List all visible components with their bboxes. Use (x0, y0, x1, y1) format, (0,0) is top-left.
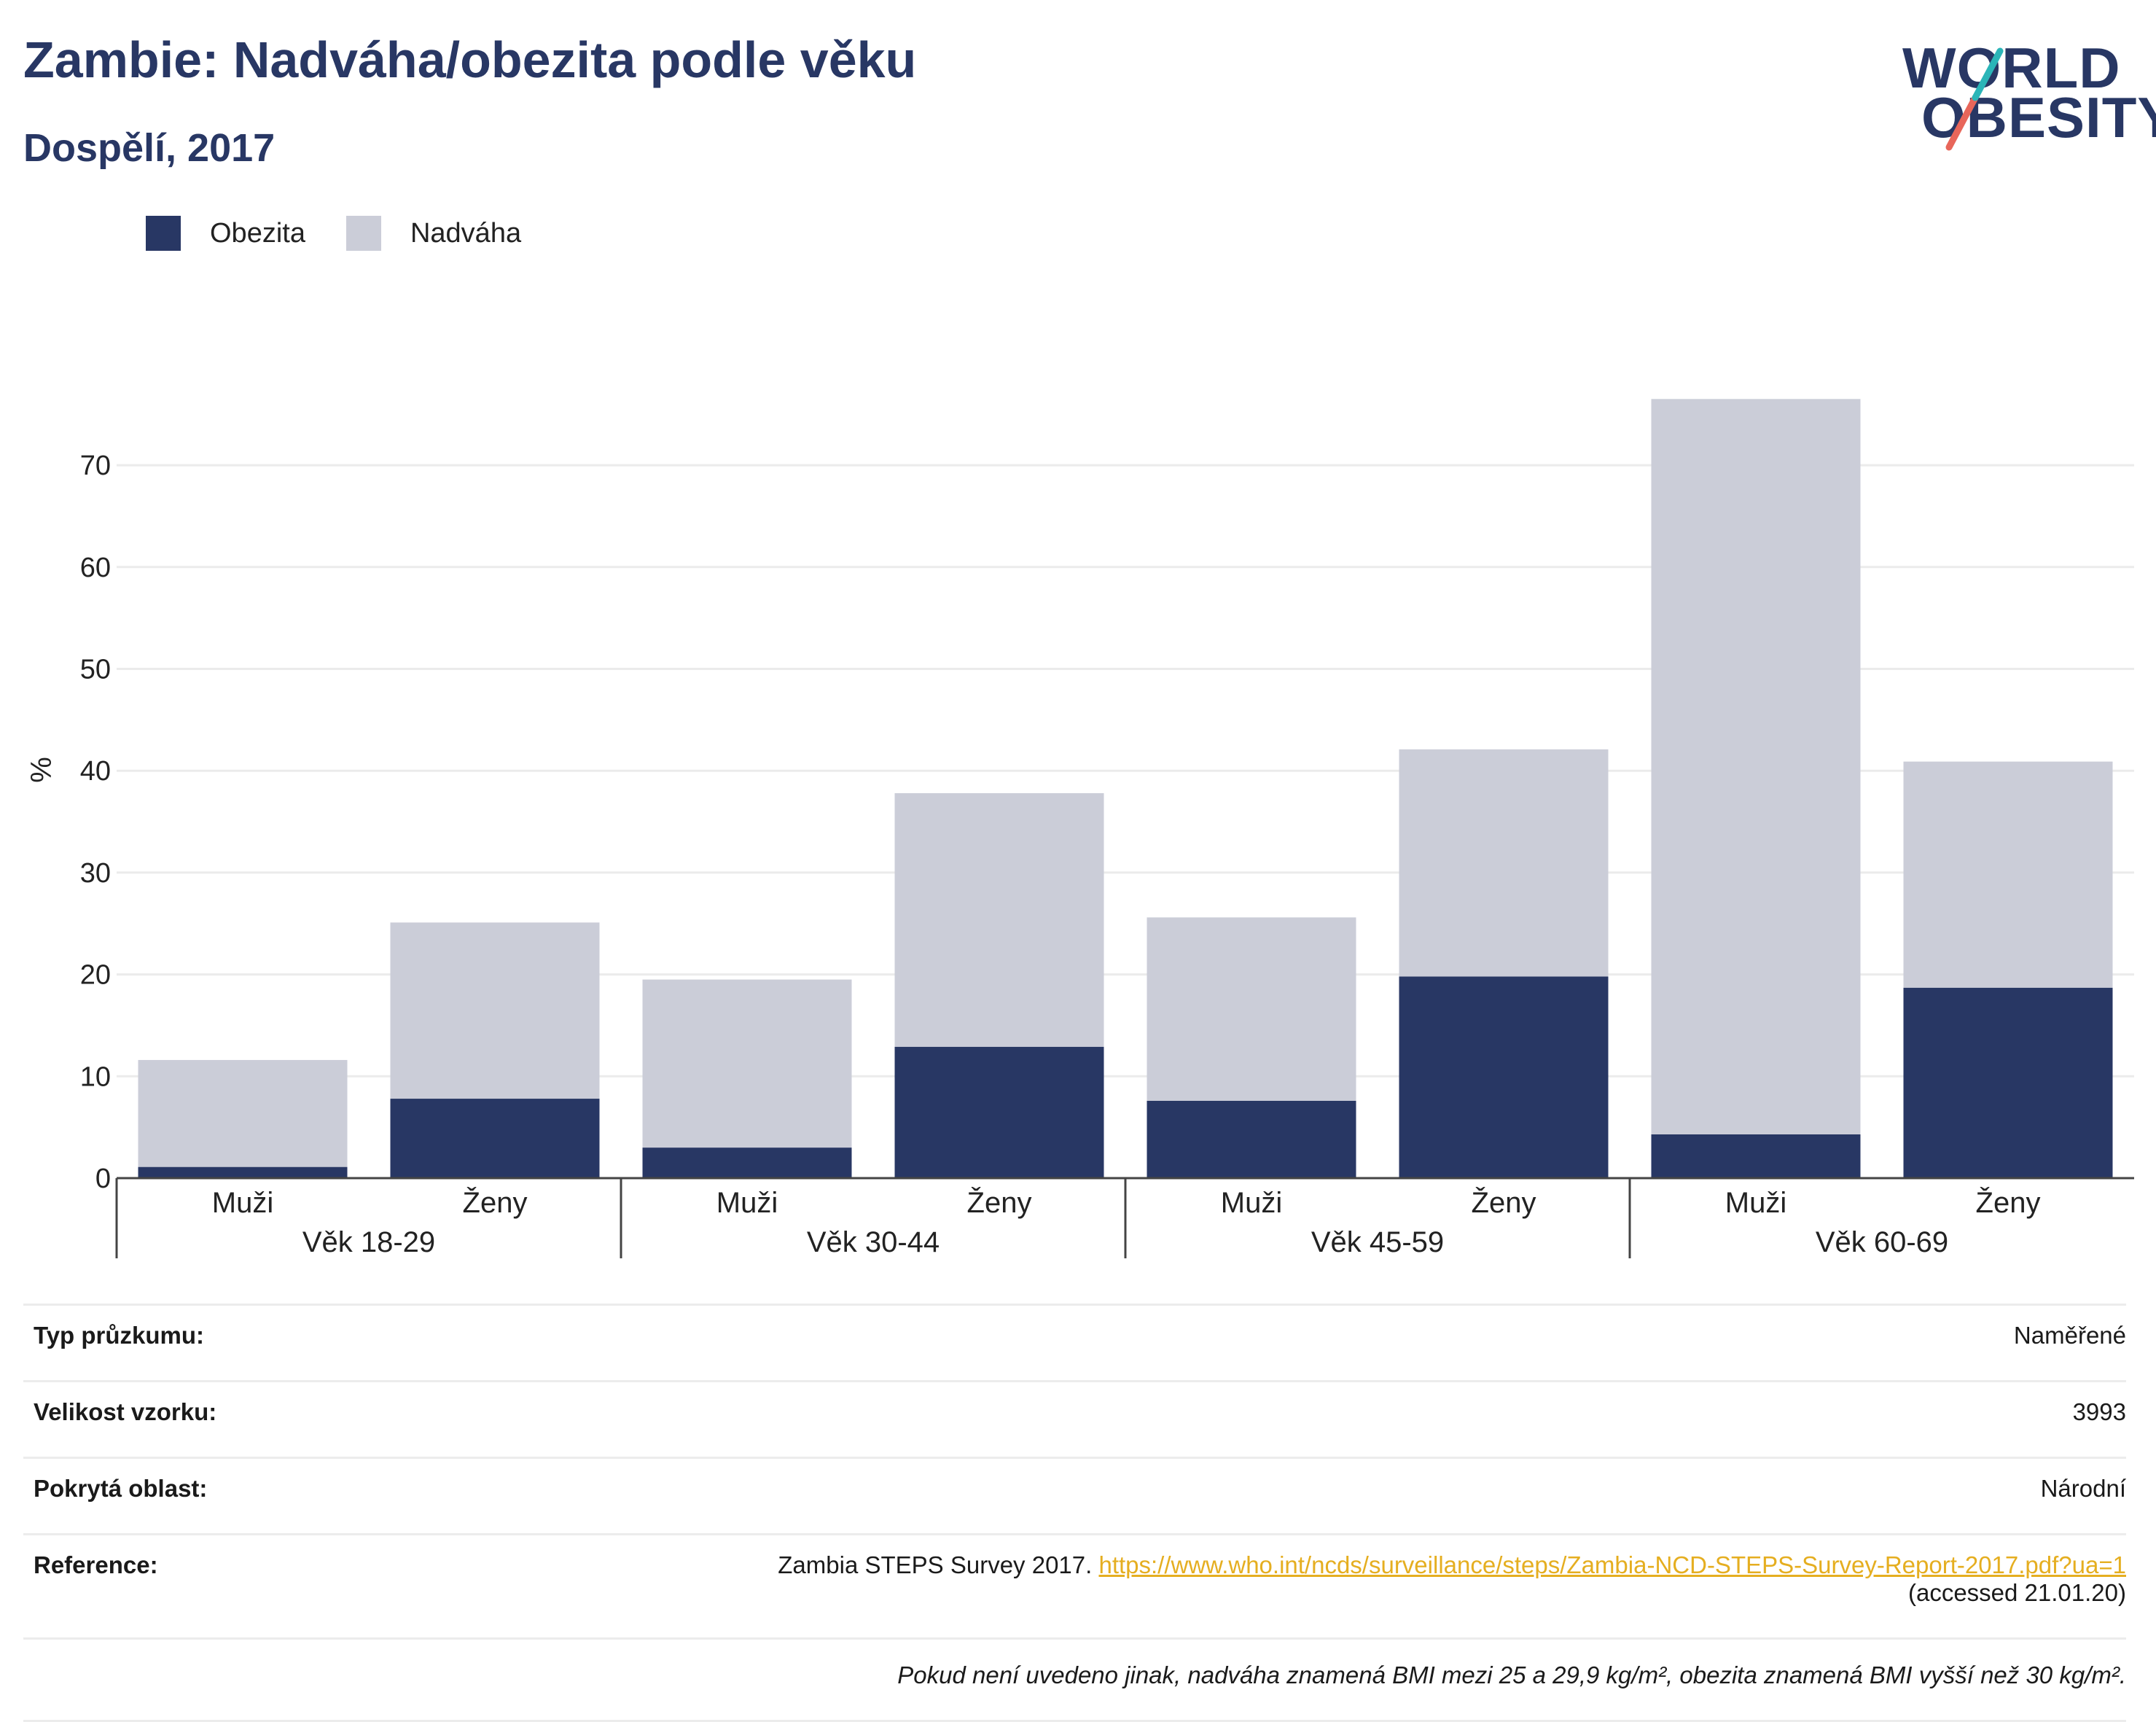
reference-accessed: (accessed 21.01.20) (1907, 1579, 2126, 1606)
y-tick-label: 50 (80, 655, 111, 685)
legend: Obezita Nadváha (146, 216, 562, 251)
bar-nadváha-5 (1399, 749, 1609, 977)
bar-obezita-3 (894, 1046, 1104, 1178)
info-value: Naměřené (286, 1304, 2126, 1382)
x-category-label: Ženy (1976, 1186, 2041, 1219)
x-group-label: Věk 30-44 (807, 1226, 940, 1258)
legend-label-obezita: Obezita (210, 217, 305, 249)
bar-nadváha-7 (1903, 761, 2113, 988)
info-value: 3993 (286, 1380, 2126, 1458)
x-group-label: Věk 60-69 (1816, 1226, 1948, 1258)
y-tick-label: 30 (80, 858, 111, 889)
x-category-label: Muži (1221, 1187, 1282, 1219)
logo-slash-icon (1945, 47, 2004, 151)
info-row-note: Pokud není uvedeno jinak, nadváha znamen… (23, 1637, 2126, 1722)
x-category-label: Ženy (967, 1186, 1032, 1219)
bar-obezita-7 (1903, 987, 2113, 1178)
legend-label-nadvaha: Nadváha (410, 217, 522, 249)
info-key: Pokrytá oblast: (23, 1457, 287, 1535)
stacked-bar-chart: 0 10 20 30 40 50 60 70% Muži Ženy Muži Ženy Muži Ženy… (26, 399, 2134, 1258)
legend-item-obezita[interactable]: Obezita (146, 216, 305, 251)
chart-subtitle: Dospělí, 2017 (23, 126, 276, 170)
info-row-sample-size: Velikost vzorku: 3993 (23, 1380, 2126, 1458)
x-group-label: Věk 18-29 (302, 1226, 435, 1258)
y-tick-label: 70 (80, 451, 111, 481)
bar-obezita-6 (1651, 1134, 1861, 1178)
bar-nadváha-1 (390, 922, 600, 1099)
info-key: Typ průzkumu: (23, 1304, 287, 1382)
info-value: Zambia STEPS Survey 2017. https://www.wh… (286, 1533, 2126, 1639)
logo-line1: WORLD (1902, 36, 2121, 100)
y-tick-label: 40 (80, 756, 111, 787)
bar-obezita-2 (642, 1148, 852, 1178)
info-value: Národní (286, 1457, 2126, 1535)
info-key: Reference: (23, 1533, 287, 1639)
world-obesity-logo: WORLD OBESITY (1902, 22, 2156, 153)
bar-obezita-4 (1147, 1100, 1356, 1178)
info-row-reference: Reference: Zambia STEPS Survey 2017. htt… (23, 1533, 2126, 1639)
bar-obezita-0 (138, 1166, 348, 1178)
info-row-survey-type: Typ průzkumu: Naměřené (23, 1304, 2126, 1382)
definition-note: Pokud není uvedeno jinak, nadváha znamen… (23, 1637, 2126, 1722)
bar-nadváha-4 (1147, 917, 1356, 1101)
x-category-label: Ženy (463, 1186, 528, 1219)
info-row-area: Pokrytá oblast: Národní (23, 1457, 2126, 1535)
legend-swatch-nadvaha (345, 216, 381, 251)
y-tick-label: 20 (80, 960, 111, 991)
bar-nadváha-0 (138, 1059, 348, 1167)
y-tick-label: 10 (80, 1061, 111, 1092)
logo-line2: OBESITY (1921, 85, 2156, 149)
survey-info-table: Typ průzkumu: Naměřené Velikost vzorku: … (23, 1304, 2126, 1722)
reference-link[interactable]: https://www.who.int/ncds/surveillance/st… (1098, 1551, 2126, 1578)
info-key: Velikost vzorku: (23, 1380, 287, 1458)
y-tick-label: 0 (95, 1164, 111, 1194)
legend-item-nadvaha[interactable]: Nadváha (345, 216, 522, 251)
y-axis-label: % (26, 757, 58, 783)
x-category-label: Muži (716, 1187, 778, 1219)
x-category-label: Muži (212, 1187, 273, 1219)
x-category-label: Muži (1725, 1187, 1786, 1219)
legend-swatch-obezita (146, 216, 181, 251)
bar-nadváha-2 (642, 979, 852, 1148)
x-group-label: Věk 45-59 (1311, 1226, 1444, 1258)
chart-title: Zambie: Nadváha/obezita podle věku (23, 31, 917, 88)
bar-nadváha-6 (1651, 399, 1861, 1134)
bar-nadváha-3 (894, 792, 1104, 1047)
x-category-label: Ženy (1472, 1186, 1536, 1219)
bar-obezita-5 (1399, 976, 1609, 1178)
reference-text: Zambia STEPS Survey 2017. (778, 1551, 1093, 1578)
bar-obezita-1 (390, 1099, 600, 1178)
y-tick-label: 60 (80, 553, 111, 583)
